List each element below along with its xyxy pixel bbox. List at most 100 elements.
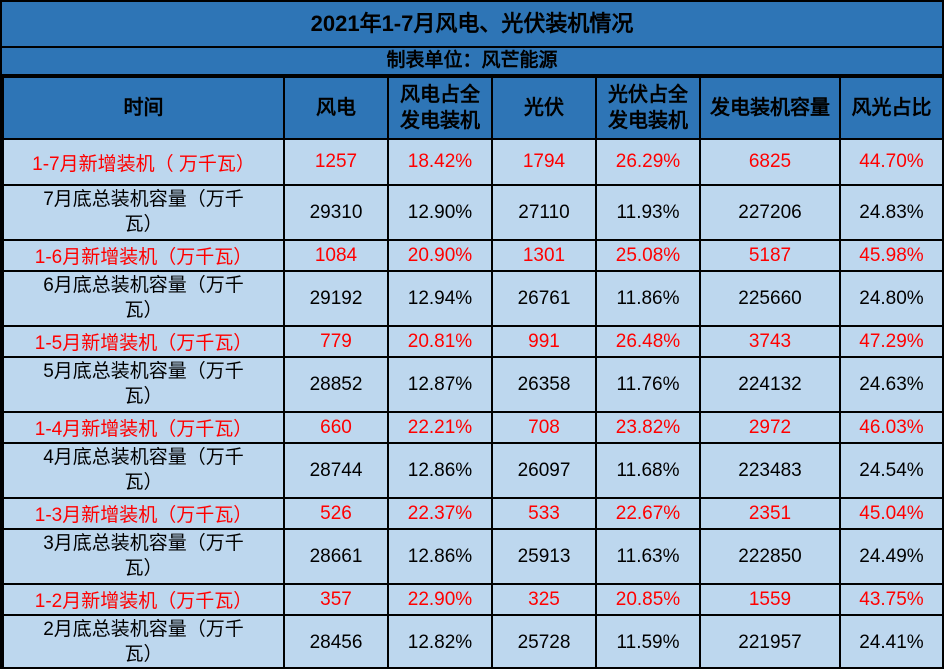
row-label: 1-5月新增装机（万千瓦） (34, 333, 253, 354)
cell-total-generation-capacity: 225660 (699, 270, 841, 327)
cell-wind-share-of-total: 12.82% (387, 614, 493, 667)
cell-wind-share-of-total: 22.21% (387, 411, 493, 444)
table-row: 1-7月新增装机（ 万千瓦） 1257 18.42% 1794 26.29% 6825 44… (2, 138, 942, 186)
cell-solar-share-of-total: 11.76% (595, 356, 701, 413)
cell-wind-solar-share: 47.29% (839, 325, 942, 358)
page-title: 2021年1-7月风电、光伏装机情况 (2, 2, 942, 48)
cell-wind: 1257 (283, 138, 389, 186)
cell-solar-share-of-total: 11.63% (595, 528, 701, 585)
row-label-cell: 1-6月新增装机（万千瓦） (2, 239, 285, 272)
table-row: 7月底总装机容量（万千瓦） 29310 12.90% 27110 11.93% 22720… (2, 184, 942, 241)
table-row: 5月底总装机容量（万千瓦） 28852 12.87% 26358 11.76% 22413… (2, 356, 942, 413)
cell-wind: 28852 (283, 356, 389, 413)
table-row: 1-5月新增装机（万千瓦） 779 20.81% 991 26.48% 3743 47.29… (2, 325, 942, 358)
cell-wind: 29192 (283, 270, 389, 327)
cell-wind-solar-share: 44.70% (839, 138, 942, 186)
table-header: 时间 风电 风电占全发电装机 光伏 光伏占全发电装机 发电装机容量 风光占比 (2, 76, 942, 140)
cell-solar: 325 (491, 583, 597, 616)
table-row: 1-3月新增装机（万千瓦） 526 22.37% 533 22.67% 2351 45.04… (2, 497, 942, 530)
cell-solar: 1794 (491, 138, 597, 186)
cell-solar: 708 (491, 411, 597, 444)
row-label-cell: 1-7月新增装机（ 万千瓦） (2, 138, 285, 186)
row-label: 1-7月新增装机（ 万千瓦） (32, 153, 255, 175)
cell-wind-solar-share: 46.03% (839, 411, 942, 444)
row-label-cell: 1-5月新增装机（万千瓦） (2, 325, 285, 358)
cell-wind: 28456 (283, 614, 389, 667)
cell-solar-share-of-total: 11.68% (595, 442, 701, 499)
row-label-cell: 7月底总装机容量（万千瓦） (2, 184, 285, 241)
column-header-total-capacity: 发电装机容量 (699, 76, 841, 140)
cell-total-generation-capacity: 3743 (699, 325, 841, 358)
row-label: 1-2月新增装机（万千瓦） (34, 591, 253, 612)
row-label: 1-4月新增装机（万千瓦） (34, 419, 253, 440)
cell-wind-share-of-total: 12.94% (387, 270, 493, 327)
cell-solar-share-of-total: 11.93% (595, 184, 701, 241)
cell-wind-solar-share: 45.98% (839, 239, 942, 272)
column-header-solar: 光伏 (491, 76, 597, 140)
cell-solar-share-of-total: 11.59% (595, 614, 701, 667)
column-header-solar-share: 光伏占全发电装机 (595, 76, 701, 140)
table-row: 6月底总装机容量（万千瓦） 29192 12.94% 26761 11.86% 22566… (2, 270, 942, 327)
row-label-cell: 4月底总装机容量（万千瓦） (2, 442, 285, 499)
row-label: 3月底总装机容量（万千瓦） (43, 532, 244, 579)
cell-total-generation-capacity: 2351 (699, 497, 841, 530)
cell-total-generation-capacity: 222850 (699, 528, 841, 585)
cell-solar: 26358 (491, 356, 597, 413)
cell-solar-share-of-total: 20.85% (595, 583, 701, 616)
row-label-cell: 6月底总装机容量（万千瓦） (2, 270, 285, 327)
cell-solar-share-of-total: 26.48% (595, 325, 701, 358)
cell-solar-share-of-total: 25.08% (595, 239, 701, 272)
table-row: 2月底总装机容量（万千瓦） 28456 12.82% 25728 11.59% 22195… (2, 614, 942, 667)
row-label: 4月底总装机容量（万千瓦） (43, 446, 244, 493)
cell-total-generation-capacity: 221957 (699, 614, 841, 667)
cell-solar-share-of-total: 22.67% (595, 497, 701, 530)
table-row: 4月底总装机容量（万千瓦） 28744 12.86% 26097 11.68% 22348… (2, 442, 942, 499)
cell-solar: 25728 (491, 614, 597, 667)
cell-solar-share-of-total: 26.29% (595, 138, 701, 186)
cell-total-generation-capacity: 6825 (699, 138, 841, 186)
table-body: 1-7月新增装机（ 万千瓦） 1257 18.42% 1794 26.29% 6825 44… (2, 138, 942, 667)
cell-wind-solar-share: 24.54% (839, 442, 942, 499)
cell-solar-share-of-total: 11.86% (595, 270, 701, 327)
cell-wind: 357 (283, 583, 389, 616)
row-label-cell: 1-2月新增装机（万千瓦） (2, 583, 285, 616)
cell-wind: 1084 (283, 239, 389, 272)
column-header-wind: 风电 (283, 76, 389, 140)
cell-total-generation-capacity: 2972 (699, 411, 841, 444)
cell-wind: 29310 (283, 184, 389, 241)
cell-wind-share-of-total: 22.90% (387, 583, 493, 616)
row-label-cell: 2月底总装机容量（万千瓦） (2, 614, 285, 667)
cell-solar: 533 (491, 497, 597, 530)
cell-wind-share-of-total: 18.42% (387, 138, 493, 186)
cell-wind: 28744 (283, 442, 389, 499)
table-row: 1-2月新增装机（万千瓦） 357 22.90% 325 20.85% 1559 43.75… (2, 583, 942, 616)
cell-total-generation-capacity: 227206 (699, 184, 841, 241)
cell-wind-solar-share: 24.49% (839, 528, 942, 585)
cell-wind-share-of-total: 22.37% (387, 497, 493, 530)
cell-solar: 26097 (491, 442, 597, 499)
column-header-wind-share: 风电占全发电装机 (387, 76, 493, 140)
row-label-cell: 5月底总装机容量（万千瓦） (2, 356, 285, 413)
row-label: 6月底总装机容量（万千瓦） (43, 274, 244, 321)
row-label-cell: 1-4月新增装机（万千瓦） (2, 411, 285, 444)
cell-solar: 26761 (491, 270, 597, 327)
row-label: 5月底总装机容量（万千瓦） (43, 360, 244, 407)
row-label: 2月底总装机容量（万千瓦） (43, 618, 244, 665)
cell-wind-share-of-total: 12.90% (387, 184, 493, 241)
header-row: 时间 风电 风电占全发电装机 光伏 光伏占全发电装机 发电装机容量 风光占比 (2, 76, 942, 140)
cell-wind-solar-share: 24.83% (839, 184, 942, 241)
cell-wind: 660 (283, 411, 389, 444)
cell-total-generation-capacity: 5187 (699, 239, 841, 272)
cell-total-generation-capacity: 224132 (699, 356, 841, 413)
cell-solar-share-of-total: 23.82% (595, 411, 701, 444)
cell-solar: 991 (491, 325, 597, 358)
cell-total-generation-capacity: 1559 (699, 583, 841, 616)
cell-wind: 779 (283, 325, 389, 358)
cell-wind-solar-share: 24.41% (839, 614, 942, 667)
cell-wind-solar-share: 24.63% (839, 356, 942, 413)
cell-solar: 1301 (491, 239, 597, 272)
row-label-cell: 3月底总装机容量（万千瓦） (2, 528, 285, 585)
table-row: 1-6月新增装机（万千瓦） 1084 20.90% 1301 25.08% 5187 45.… (2, 239, 942, 272)
row-label: 7月底总装机容量（万千瓦） (43, 188, 244, 235)
